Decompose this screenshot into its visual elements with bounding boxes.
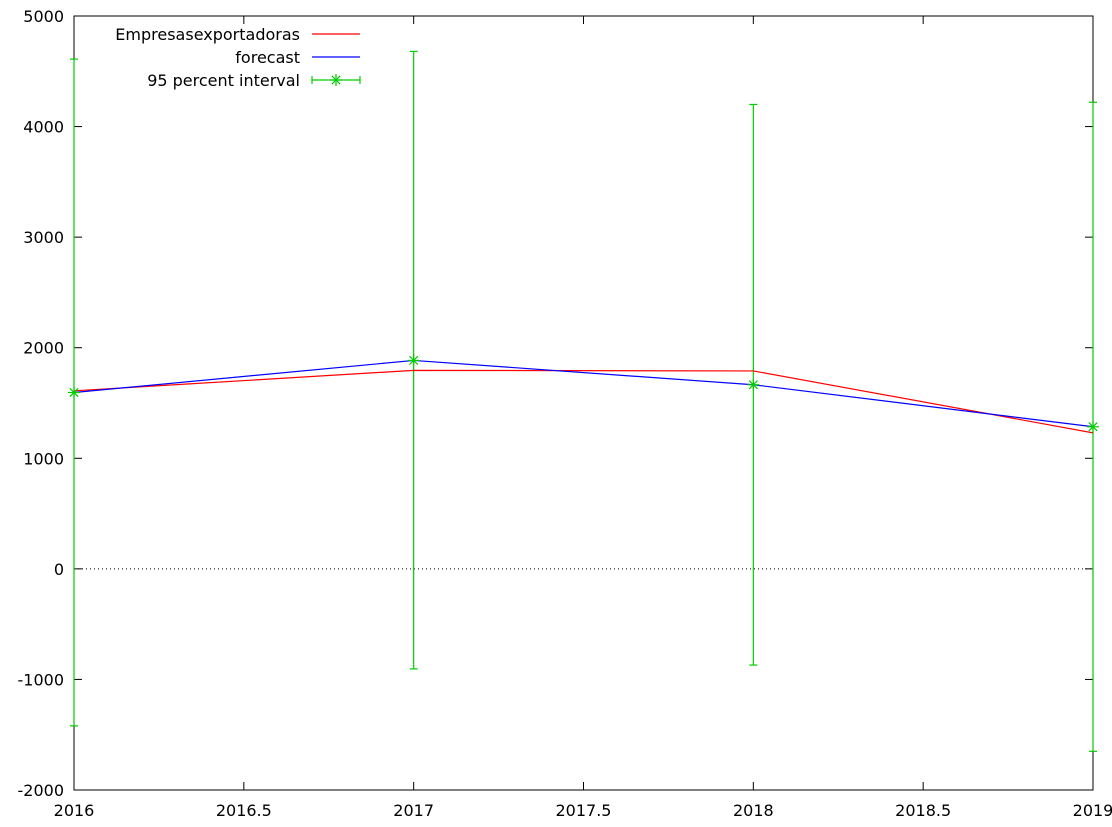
interval-point [747,378,760,391]
legend-entry-1: forecast [235,48,360,67]
y-tick-label: 0 [54,560,64,579]
x-tick-label: 2017.5 [556,801,612,820]
interval-point [68,386,80,399]
x-tick-label: 2017 [393,801,434,820]
y-tick-label: 2000 [23,339,64,358]
x-tick-label: 2019 [1073,801,1112,820]
x-tick-label: 2016.5 [216,801,272,820]
x-tick-label: 2018 [733,801,774,820]
legend-entry-2: 95 percent interval [147,71,361,90]
y-tick-label: 5000 [23,7,64,26]
axes-layer: 2016 2016.5 2017 2017.5 2018 2018.5 2019 -2000 -… [18,7,1112,820]
series-line-empresasexportadoras [73,369,1094,434]
legend-entry-0: Empresasexportadoras [115,25,360,44]
y-tick-label: 4000 [23,118,64,137]
legend-label: forecast [235,48,300,67]
series-line-forecast [73,359,1094,428]
x-tick-label: 2016 [54,801,95,820]
y-tick-label: 3000 [23,228,64,247]
legend: Empresasexportadoras forecast 95 percent i… [115,25,361,90]
legend-label: 95 percent interval [147,71,300,90]
data-layer [68,50,1099,752]
y-tick-label: -1000 [18,670,65,689]
interval-point [407,354,420,367]
legend-label: Empresasexportadoras [115,25,300,44]
x-tick-label: 2018.5 [895,801,951,820]
plot-frame [73,15,1094,791]
legend-star [330,74,342,86]
y-tick-label: -2000 [18,781,65,800]
y-tick-label: 1000 [23,449,64,468]
interval-point [1087,420,1099,433]
